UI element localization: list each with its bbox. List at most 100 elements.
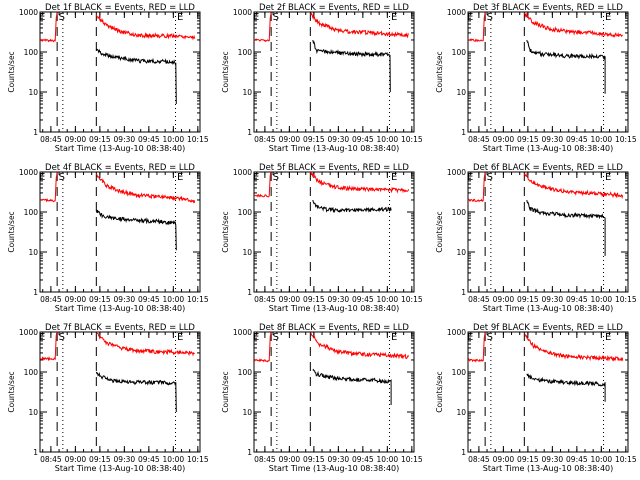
x-tick-label: 09:00 — [279, 135, 301, 144]
x-axis-label: Start Time (13-Aug-10 08:38:40) — [55, 144, 186, 153]
time-marker-label: E — [605, 12, 611, 23]
x-tick-label: 10:00 — [591, 135, 613, 144]
detector-panel-1: Det 1f BLACK = Events, RED = LLD 1 10 100 10… — [7, 3, 209, 153]
time-marker-label: S — [273, 12, 279, 23]
time-marker-label: E — [467, 332, 473, 343]
axes-frame — [39, 171, 201, 293]
y-tick-label: 1 — [33, 288, 38, 297]
panel-title: Det 2f BLACK = Events, RED = LLD — [259, 3, 409, 13]
lld-series-line — [95, 173, 196, 204]
time-marker-label: S — [59, 172, 65, 183]
x-tick-label: 09:00 — [493, 455, 515, 464]
x-tick-label: 10:00 — [163, 295, 185, 304]
y-tick-label: 10 — [456, 408, 466, 417]
y-tick-label: 100 — [24, 368, 39, 377]
x-tick-label: 09:45 — [352, 455, 374, 464]
y-tick-label: 1000 — [447, 328, 466, 337]
x-tick-label: 09:00 — [279, 295, 301, 304]
x-tick-label: 09:45 — [566, 135, 588, 144]
events-series-line — [95, 209, 177, 251]
x-tick-label: 09:15 — [303, 295, 325, 304]
time-marker-label: E — [177, 12, 183, 23]
lld-series-line — [254, 12, 272, 43]
x-tick-label: 08:45 — [40, 455, 62, 464]
y-tick-label: 1 — [461, 448, 466, 457]
lld-series-line — [468, 332, 486, 363]
x-tick-label: 09:45 — [566, 455, 588, 464]
lld-series-line — [254, 172, 272, 198]
x-tick-label: 10:15 — [187, 135, 209, 144]
y-tick-label: 1 — [247, 288, 252, 297]
y-tick-label: 100 — [238, 48, 253, 57]
x-tick-label: 09:15 — [303, 135, 325, 144]
x-tick-label: 10:15 — [401, 295, 423, 304]
x-tick-label: 09:00 — [65, 455, 87, 464]
x-tick-label: 08:45 — [254, 295, 276, 304]
x-tick-label: 09:30 — [114, 295, 136, 304]
x-tick-label: 08:45 — [254, 135, 276, 144]
y-tick-label: 10 — [456, 248, 466, 257]
x-tick-label: 09:00 — [279, 455, 301, 464]
x-axis-label: Start Time (13-Aug-10 08:38:40) — [269, 304, 400, 313]
x-tick-label: 09:30 — [328, 135, 350, 144]
events-series-line — [95, 48, 177, 105]
y-tick-label: 1000 — [19, 168, 38, 177]
x-tick-label: 09:45 — [138, 295, 160, 304]
detector-panel-6: Det 6f BLACK = Events, RED = LLD 1 10 100 10… — [435, 163, 637, 313]
y-tick-label: 1 — [461, 288, 466, 297]
time-marker-label: S — [487, 332, 493, 343]
x-tick-label: 10:00 — [163, 455, 185, 464]
y-tick-label: 1 — [33, 448, 38, 457]
x-tick-label: 10:00 — [377, 455, 399, 464]
y-tick-label: 10 — [242, 88, 252, 97]
x-axis-label: Start Time (13-Aug-10 08:38:40) — [269, 144, 400, 153]
y-axis-label: Counts/sec — [7, 211, 16, 252]
x-tick-label: 08:45 — [468, 135, 490, 144]
events-series-line — [312, 368, 392, 405]
x-tick-label: 10:15 — [615, 295, 637, 304]
x-tick-label: 08:45 — [40, 295, 62, 304]
time-marker-label: E — [467, 12, 473, 23]
x-tick-label: 09:00 — [65, 135, 87, 144]
detector-panel-3: Det 3f BLACK = Events, RED = LLD 1 10 100 10… — [435, 3, 637, 153]
panel-title: Det 3f BLACK = Events, RED = LLD — [473, 3, 623, 13]
lld-series-line — [523, 12, 623, 38]
time-marker-label: E — [39, 12, 45, 23]
y-tick-label: 10 — [28, 408, 38, 417]
x-axis-label: Start Time (13-Aug-10 08:38:40) — [483, 304, 614, 313]
y-axis-label: Counts/sec — [221, 211, 230, 252]
y-tick-label: 10 — [242, 248, 252, 257]
panel-title: Det 4f BLACK = Events, RED = LLD — [45, 163, 195, 173]
axes-frame — [467, 11, 629, 133]
y-tick-label: 100 — [452, 48, 467, 57]
y-tick-label: 1000 — [233, 8, 252, 17]
lld-series-line — [309, 12, 409, 39]
x-tick-label: 09:30 — [542, 295, 564, 304]
y-tick-label: 1000 — [19, 8, 38, 17]
x-tick-label: 10:00 — [591, 295, 613, 304]
time-marker-label: E — [177, 332, 183, 343]
y-tick-label: 1000 — [233, 168, 252, 177]
time-marker-label: E — [253, 172, 259, 183]
y-axis-label: Counts/sec — [435, 51, 444, 92]
time-marker-label: E — [177, 172, 183, 183]
axes-frame — [253, 331, 415, 453]
x-tick-label: 10:15 — [187, 455, 209, 464]
detector-panel-7: Det 7f BLACK = Events, RED = LLD 1 10 100 10… — [7, 323, 209, 473]
x-axis-label: Start Time (13-Aug-10 08:38:40) — [483, 464, 614, 473]
x-tick-label: 08:45 — [468, 455, 490, 464]
x-axis-label: Start Time (13-Aug-10 08:38:40) — [483, 144, 614, 153]
y-axis-label: Counts/sec — [435, 211, 444, 252]
time-marker-label: S — [487, 12, 493, 23]
lld-series-line — [40, 12, 58, 43]
lld-series-line — [309, 172, 410, 194]
y-axis-label: Counts/sec — [7, 371, 16, 412]
x-tick-label: 09:00 — [493, 295, 515, 304]
x-tick-label: 09:30 — [328, 455, 350, 464]
x-tick-label: 08:45 — [40, 135, 62, 144]
events-series-line — [526, 199, 606, 256]
lld-series-line — [254, 332, 272, 363]
lld-series-line — [468, 12, 486, 43]
x-axis-label: Start Time (13-Aug-10 08:38:40) — [55, 464, 186, 473]
